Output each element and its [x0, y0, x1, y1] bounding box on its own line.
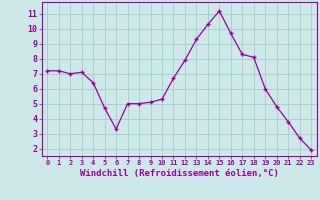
X-axis label: Windchill (Refroidissement éolien,°C): Windchill (Refroidissement éolien,°C)	[80, 169, 279, 178]
